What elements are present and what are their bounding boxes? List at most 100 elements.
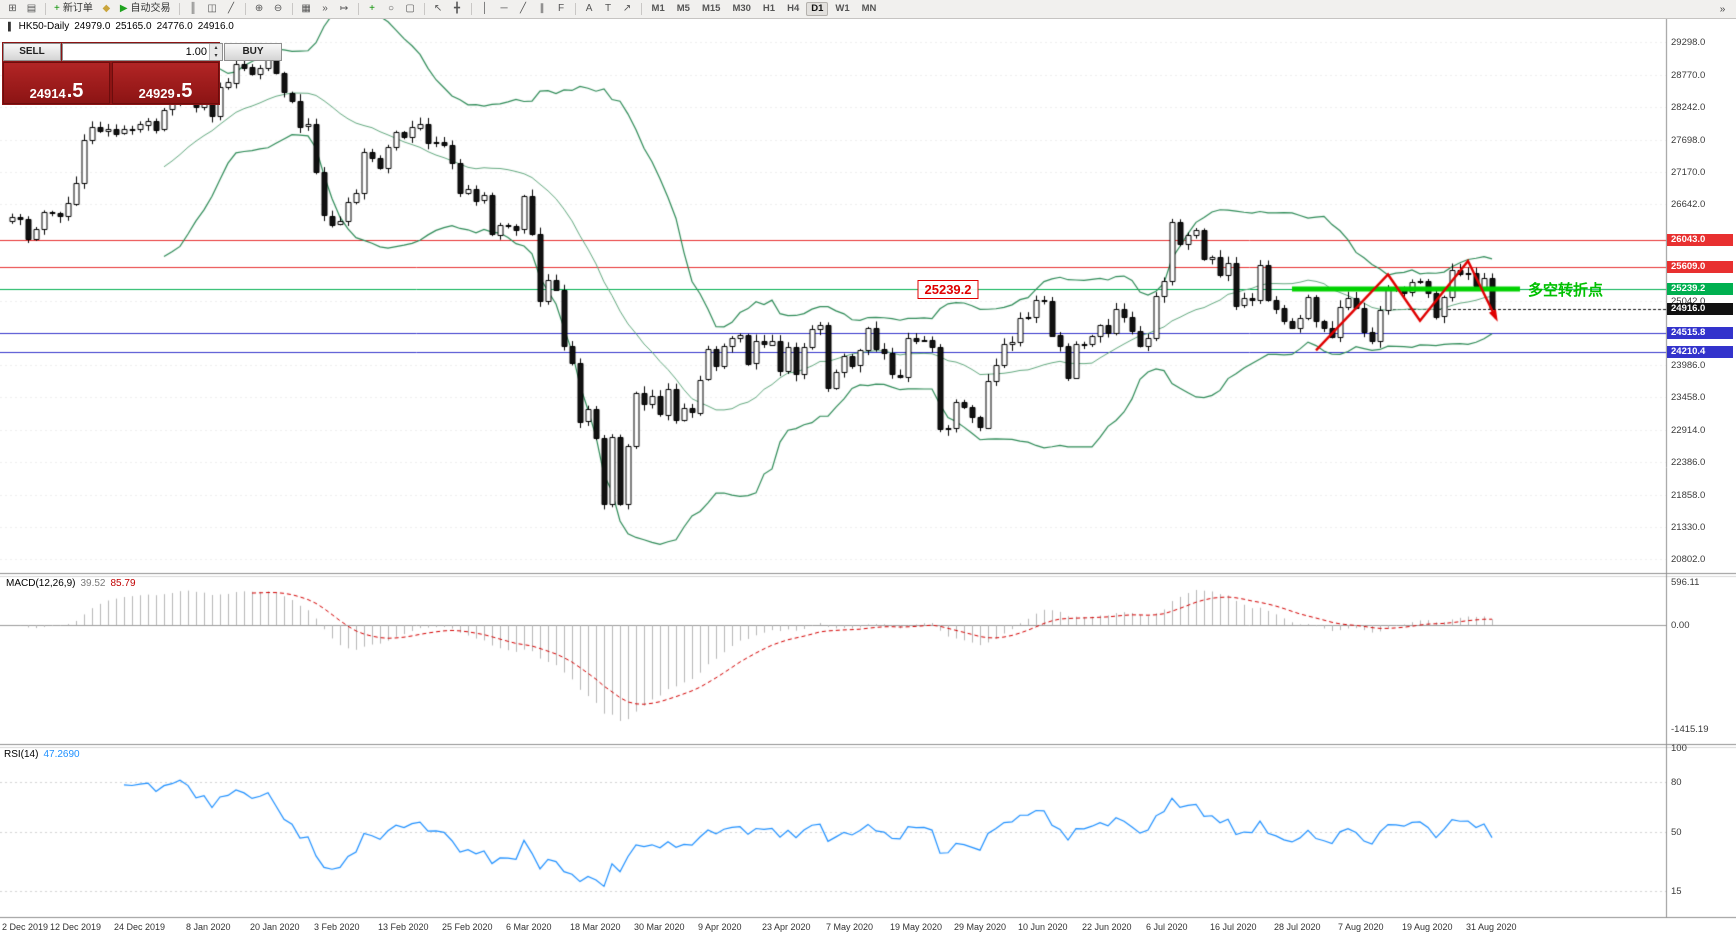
- line-chart-button[interactable]: ╱: [223, 2, 240, 17]
- timeframe-m15-button[interactable]: M15: [697, 2, 725, 16]
- ask-price-fraction: .5: [175, 80, 193, 102]
- ohlc-low: 24776.0: [156, 21, 193, 32]
- macd-name: MACD(12,26,9): [6, 578, 76, 589]
- price-line-label: 24916.0: [1667, 302, 1733, 315]
- ask-price-main: 24929: [138, 86, 175, 101]
- channel-tool-button[interactable]: ∥: [534, 2, 551, 17]
- horizontal-line-tool-button[interactable]: ─: [496, 2, 513, 17]
- timeframe-h4-button[interactable]: H4: [782, 2, 804, 16]
- macd-axis-tick: -1415.19: [1671, 723, 1709, 735]
- chart-profiles-icon: ▤: [26, 3, 37, 14]
- macd-indicator-label: MACD(12,26,9) 39.52 85.79: [6, 578, 136, 589]
- price-axis-tick: 22914.0: [1671, 425, 1706, 437]
- timeframe-m30-button[interactable]: M30: [727, 2, 755, 16]
- zoom-out-icon: ⊖: [273, 3, 283, 14]
- metaeditor-icon: ◆: [102, 3, 111, 14]
- trendline-tool-button[interactable]: ╱: [515, 2, 532, 17]
- rsi-axis-tick: 100: [1671, 743, 1687, 754]
- volume-input[interactable]: [63, 44, 209, 60]
- tile-windows-icon: ▦: [301, 3, 311, 14]
- new-chart-button[interactable]: ⊞: [4, 2, 21, 17]
- ask-price[interactable]: 24929.5: [112, 62, 219, 104]
- tile-windows-button[interactable]: ▦: [298, 2, 315, 17]
- zoom-in-button[interactable]: ⊕: [251, 2, 268, 17]
- metaeditor-button[interactable]: ◆: [98, 2, 115, 17]
- price-axis-tick: 25042.0: [1671, 296, 1706, 308]
- text-label-tool-button[interactable]: T: [600, 2, 617, 17]
- period-selector-button[interactable]: ○: [383, 2, 400, 17]
- fibonacci-tool-icon: F: [557, 3, 565, 14]
- text-tool-button[interactable]: A: [581, 2, 598, 17]
- chart-shift-button[interactable]: ↦: [336, 2, 353, 17]
- zoom-in-icon: ⊕: [254, 3, 264, 14]
- rsi-name: RSI(14): [4, 749, 39, 760]
- toolbar-separator: [470, 3, 472, 15]
- auto-scroll-icon: »: [322, 3, 328, 14]
- candlestick-chart-button[interactable]: ◫: [204, 2, 221, 17]
- date-axis-label: 20 Jan 2020: [250, 922, 300, 932]
- timeframe-d1-button[interactable]: D1: [806, 2, 829, 16]
- vertical-line-tool-button[interactable]: │: [477, 2, 494, 17]
- auto-scroll-button[interactable]: »: [317, 2, 334, 17]
- price-axis-tick: 21858.0: [1671, 489, 1706, 501]
- crosshair-tool-button[interactable]: ╋: [449, 2, 466, 17]
- bid-price[interactable]: 24914.5: [3, 62, 110, 104]
- date-axis-label: 13 Feb 2020: [378, 922, 429, 932]
- volume-up-button[interactable]: ▴: [210, 44, 222, 52]
- date-axis-label: 10 Jun 2020: [1018, 922, 1068, 932]
- price-axis-tick: 29298.0: [1671, 37, 1706, 49]
- rsi-axis-tick: 15: [1671, 885, 1682, 897]
- timeframe-h1-button[interactable]: H1: [758, 2, 780, 16]
- sell-button[interactable]: SELL: [3, 43, 61, 61]
- fibonacci-tool-button[interactable]: F: [553, 2, 570, 17]
- cursor-tool-button[interactable]: ↖: [430, 2, 447, 17]
- toolbar-separator: [45, 3, 46, 15]
- autotrading-button[interactable]: ▶ 自动交易: [117, 2, 174, 17]
- pivot-price-annotation[interactable]: 25239.2: [917, 280, 979, 300]
- arrow-tool-button[interactable]: ↗: [619, 2, 636, 17]
- pivot-text-annotation[interactable]: 多空转折点: [1528, 282, 1604, 300]
- add-indicator-icon: +: [369, 3, 375, 14]
- symbol-icon: ▌: [8, 22, 14, 31]
- period-selector-icon: ○: [388, 3, 395, 14]
- timeframe-m1-button[interactable]: M1: [647, 2, 670, 16]
- timeframe-m5-button[interactable]: M5: [672, 2, 695, 16]
- volume-down-button[interactable]: ▾: [210, 52, 222, 60]
- timeframe-w1-button[interactable]: W1: [830, 2, 854, 16]
- toolbar-separator: [178, 3, 180, 15]
- date-axis-label: 12 Dec 2019: [50, 922, 102, 932]
- price-axis-tick: 20802.0: [1671, 553, 1706, 565]
- bid-price-fraction: .5: [66, 80, 84, 102]
- price-line-label: 25239.2: [1667, 283, 1733, 296]
- add-indicator-button[interactable]: +: [364, 2, 381, 17]
- new-order-button[interactable]: + 新订单: [51, 2, 96, 17]
- text-label-tool-icon: T: [604, 3, 612, 14]
- rsi-axis-tick: 80: [1671, 776, 1682, 788]
- main-toolbar: ⊞ ▤ + 新订单 ◆ ▶ 自动交易 ║ ◫ ╱ ⊕ ⊖ ▦» ↦ + ○ ▢ ↖ ╋ │ ─ ╱ ∥ F A T ↗ M1 M5 M15…: [0, 0, 1736, 19]
- macd-axis-tick: 0.00: [1671, 620, 1690, 632]
- price-axis-tick: 28770.0: [1671, 69, 1706, 81]
- template-selector-icon: ▢: [405, 3, 415, 14]
- bar-chart-button[interactable]: ║: [185, 2, 202, 17]
- price-line-label: 24515.8: [1667, 327, 1733, 340]
- buy-button[interactable]: BUY: [224, 43, 282, 61]
- volume-spinner: ▴ ▾: [209, 44, 222, 60]
- zoom-out-button[interactable]: ⊖: [270, 2, 287, 17]
- ohlc-high: 25165.0: [115, 21, 152, 32]
- chart-profiles-button[interactable]: ▤: [23, 2, 40, 17]
- macd-main-value: 39.52: [80, 578, 106, 589]
- volume-input-wrap: ▴ ▾: [62, 43, 223, 61]
- price-axis-tick: 23986.0: [1671, 360, 1706, 372]
- timeframe-mn-button[interactable]: MN: [857, 2, 882, 16]
- chart-ohlc-header: ▌ HK50-Daily 24979.0 25165.0 24776.0 24916.0: [8, 21, 239, 32]
- toolbar-separator: [640, 3, 642, 15]
- date-axis-label: 8 Jan 2020: [186, 922, 231, 932]
- toolbar-overflow-button[interactable]: »: [1714, 2, 1731, 17]
- new-order-icon: +: [54, 3, 60, 14]
- date-axis-label: 6 Mar 2020: [506, 922, 552, 932]
- price-line-label: 25609.0: [1667, 260, 1733, 273]
- toolbar-separator: [244, 3, 246, 15]
- template-selector-button[interactable]: ▢: [402, 2, 419, 17]
